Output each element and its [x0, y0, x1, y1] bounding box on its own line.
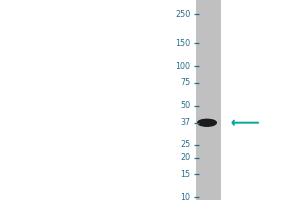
Text: 50: 50 — [180, 101, 190, 110]
Text: 37: 37 — [180, 118, 190, 127]
Bar — [196, 0, 221, 200]
Text: 15: 15 — [180, 170, 190, 179]
Text: 100: 100 — [176, 62, 190, 71]
Text: 75: 75 — [180, 78, 190, 87]
Text: 250: 250 — [175, 10, 190, 19]
Ellipse shape — [198, 119, 216, 126]
Text: 10: 10 — [181, 193, 190, 200]
Text: 150: 150 — [176, 39, 190, 48]
Text: 25: 25 — [180, 140, 190, 149]
Text: 20: 20 — [180, 153, 190, 162]
